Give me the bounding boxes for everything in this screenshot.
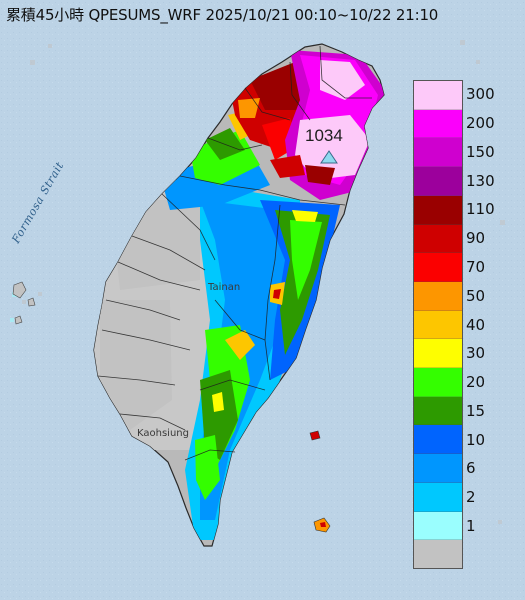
place-label-tainan: Tainan (208, 282, 241, 293)
peak-rainfall-value: 1034 (305, 126, 343, 145)
offshore-islands (309, 430, 331, 533)
legend-swatch (414, 425, 462, 455)
place-label-kaohsiung: Kaohsiung (137, 428, 189, 439)
legend-swatch (414, 167, 462, 196)
legend-label: 50 (466, 286, 486, 305)
legend-label: 110 (466, 200, 495, 219)
legend-label: 6 (466, 459, 476, 478)
legend-label: 90 (466, 229, 486, 248)
legend-swatch (414, 396, 462, 426)
legend-label: 2 (466, 488, 476, 507)
legend-swatch (414, 454, 462, 483)
legend-label: 40 (466, 315, 486, 334)
legend-swatch (414, 253, 462, 282)
county-boundaries (97, 45, 372, 461)
legend-swatch (414, 540, 462, 568)
legend-label: 15 (466, 401, 486, 420)
legend-swatch (414, 281, 462, 311)
legend-label: 30 (466, 344, 486, 363)
legend-swatch (414, 224, 462, 254)
legend-label: 1 (466, 516, 476, 535)
rainfall-legend-labels: 300 200 150 130 110 90 70 50 40 30 20 15 10 6 2 1 (466, 80, 516, 569)
map-title: 累積45小時 QPESUMS_WRF 2025/10/21 00:10~10/2… (6, 6, 439, 24)
legend-label: 20 (466, 373, 486, 392)
legend-swatch (414, 109, 462, 139)
legend-swatch (414, 310, 462, 340)
legend-swatch (414, 368, 462, 397)
legend-swatch (414, 511, 462, 541)
penghu-islands (12, 281, 36, 325)
legend-label: 150 (466, 142, 495, 161)
legend-label: 10 (466, 430, 486, 449)
legend-label: 70 (466, 257, 486, 276)
legend-label: 130 (466, 171, 495, 190)
peak-triangle-icon (320, 150, 338, 164)
legend-label: 300 (466, 85, 495, 104)
legend-swatch (414, 482, 462, 512)
legend-swatch (414, 81, 462, 110)
rainfall-legend (413, 80, 463, 569)
legend-swatch (414, 339, 462, 369)
legend-swatch (414, 195, 462, 225)
legend-label: 200 (466, 114, 495, 133)
legend-swatch (414, 138, 462, 168)
